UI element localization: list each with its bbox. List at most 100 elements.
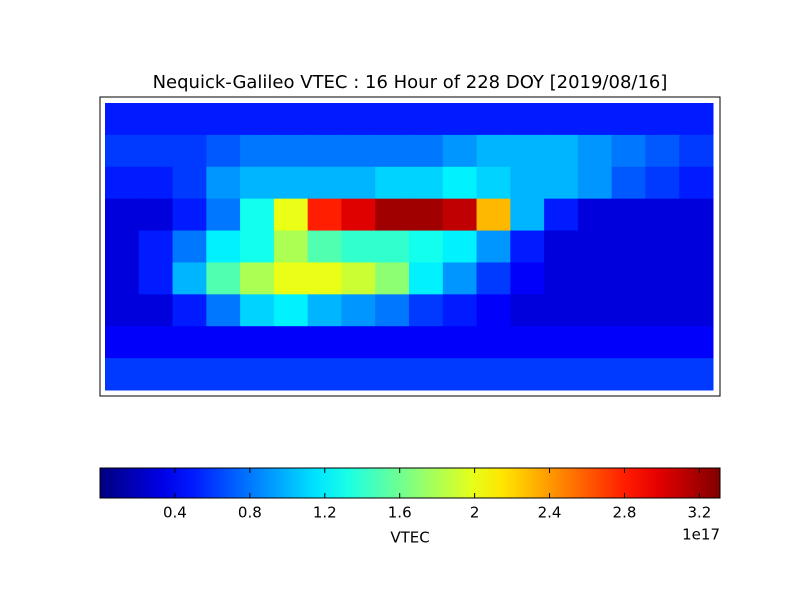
heatmap-cell bbox=[476, 358, 511, 391]
heatmap-cell bbox=[442, 103, 478, 136]
heatmap-cell bbox=[240, 262, 275, 295]
heatmap-cell bbox=[611, 166, 646, 200]
heatmap-cell bbox=[138, 134, 174, 168]
heatmap-cell bbox=[577, 262, 613, 295]
heatmap-cell bbox=[138, 294, 174, 327]
heatmap-cell bbox=[611, 103, 646, 136]
heatmap-cell bbox=[273, 294, 309, 327]
heatmap-cell bbox=[442, 166, 478, 200]
heatmap-cell bbox=[240, 294, 275, 327]
heatmap-cell bbox=[375, 230, 410, 263]
heatmap-cell bbox=[172, 103, 207, 136]
heatmap-cell bbox=[307, 358, 342, 391]
heatmap-cell bbox=[341, 358, 376, 391]
heatmap-cell bbox=[611, 198, 646, 232]
heatmap-cell bbox=[307, 326, 342, 359]
heatmap-cell bbox=[307, 294, 342, 327]
heatmap-cell bbox=[476, 198, 511, 232]
heatmap-cell bbox=[138, 166, 174, 200]
heatmap-cell bbox=[307, 230, 342, 263]
heatmap-cell bbox=[206, 326, 241, 359]
heatmap-cell bbox=[105, 262, 140, 295]
heatmap-cell bbox=[172, 326, 207, 359]
colorbar-tick-label: 0.8 bbox=[238, 504, 262, 522]
heatmap-cell bbox=[138, 326, 174, 359]
heatmap-cell bbox=[375, 134, 410, 168]
heatmap-cell bbox=[409, 198, 444, 232]
heatmap-cell bbox=[645, 326, 680, 359]
heatmap-cell bbox=[273, 134, 309, 168]
heatmap-cell bbox=[679, 230, 714, 263]
heatmap-cell bbox=[273, 262, 309, 295]
heatmap-cell bbox=[341, 103, 376, 136]
heatmap-cell bbox=[476, 326, 511, 359]
heatmap-cell bbox=[375, 262, 410, 295]
heatmap-cell bbox=[544, 294, 579, 327]
heatmap-cell bbox=[442, 134, 478, 168]
heatmap-cell bbox=[510, 294, 545, 327]
heatmap-cell bbox=[510, 358, 545, 391]
heatmap-cell bbox=[307, 262, 342, 295]
heatmap-cell bbox=[206, 198, 241, 232]
heatmap-cell bbox=[341, 230, 376, 263]
colorbar-tick-label: 1.6 bbox=[388, 504, 412, 522]
heatmap-cell bbox=[544, 166, 579, 200]
heatmap-cell bbox=[240, 198, 275, 232]
heatmap-cell bbox=[409, 326, 444, 359]
heatmap-cell bbox=[577, 294, 613, 327]
heatmap-cell bbox=[105, 294, 140, 327]
heatmap-cell bbox=[172, 262, 207, 295]
heatmap-cell bbox=[341, 134, 376, 168]
heatmap-cell bbox=[510, 134, 545, 168]
heatmap-cell bbox=[476, 230, 511, 263]
heatmap-cell bbox=[206, 358, 241, 391]
heatmap-cell bbox=[105, 103, 140, 136]
heatmap-cell bbox=[240, 134, 275, 168]
heatmap-cell bbox=[476, 294, 511, 327]
heatmap-cell bbox=[510, 166, 545, 200]
colorbar-tick-label: 2.8 bbox=[613, 504, 637, 522]
heatmap-cell bbox=[206, 230, 241, 263]
heatmap-cell bbox=[476, 262, 511, 295]
heatmap-cell bbox=[645, 358, 680, 391]
heatmap-cell bbox=[409, 294, 444, 327]
heatmap-cell bbox=[645, 166, 680, 200]
colorbar-tick-label: 3.2 bbox=[687, 504, 711, 522]
heatmap-cell bbox=[679, 294, 714, 327]
heatmap-cell bbox=[442, 358, 478, 391]
heatmap-cell bbox=[341, 166, 376, 200]
heatmap-cell bbox=[645, 230, 680, 263]
heatmap-cell bbox=[105, 230, 140, 263]
heatmap-cell bbox=[679, 326, 714, 359]
colorbar-tick-label: 0.4 bbox=[163, 504, 187, 522]
heatmap-cell bbox=[442, 326, 478, 359]
heatmap-cell bbox=[206, 166, 241, 200]
heatmap-cell bbox=[409, 166, 444, 200]
heatmap-cell bbox=[273, 358, 309, 391]
heatmap-cell bbox=[476, 166, 511, 200]
heatmap-cell bbox=[138, 358, 174, 391]
heatmap-cell bbox=[375, 358, 410, 391]
heatmap-cell bbox=[645, 198, 680, 232]
heatmap-cell bbox=[206, 103, 241, 136]
heatmap-cell bbox=[544, 358, 579, 391]
colorbar-tick-label: 2.4 bbox=[538, 504, 562, 522]
heatmap-cell bbox=[307, 134, 342, 168]
heatmap-cell bbox=[611, 230, 646, 263]
heatmap-cell bbox=[172, 230, 207, 263]
heatmap-cell bbox=[476, 134, 511, 168]
heatmap-cell bbox=[409, 230, 444, 263]
heatmap-cell bbox=[442, 198, 478, 232]
heatmap-cell bbox=[409, 358, 444, 391]
heatmap-cell bbox=[510, 326, 545, 359]
heatmap-cell bbox=[172, 134, 207, 168]
heatmap-cell bbox=[375, 166, 410, 200]
colorbar-label: VTEC bbox=[390, 529, 429, 547]
heatmap-cell bbox=[679, 103, 714, 136]
heatmap-cell bbox=[577, 326, 613, 359]
heatmap-cell bbox=[273, 198, 309, 232]
heatmap-cell bbox=[273, 230, 309, 263]
heatmap-cell bbox=[645, 262, 680, 295]
heatmap-cell bbox=[611, 262, 646, 295]
